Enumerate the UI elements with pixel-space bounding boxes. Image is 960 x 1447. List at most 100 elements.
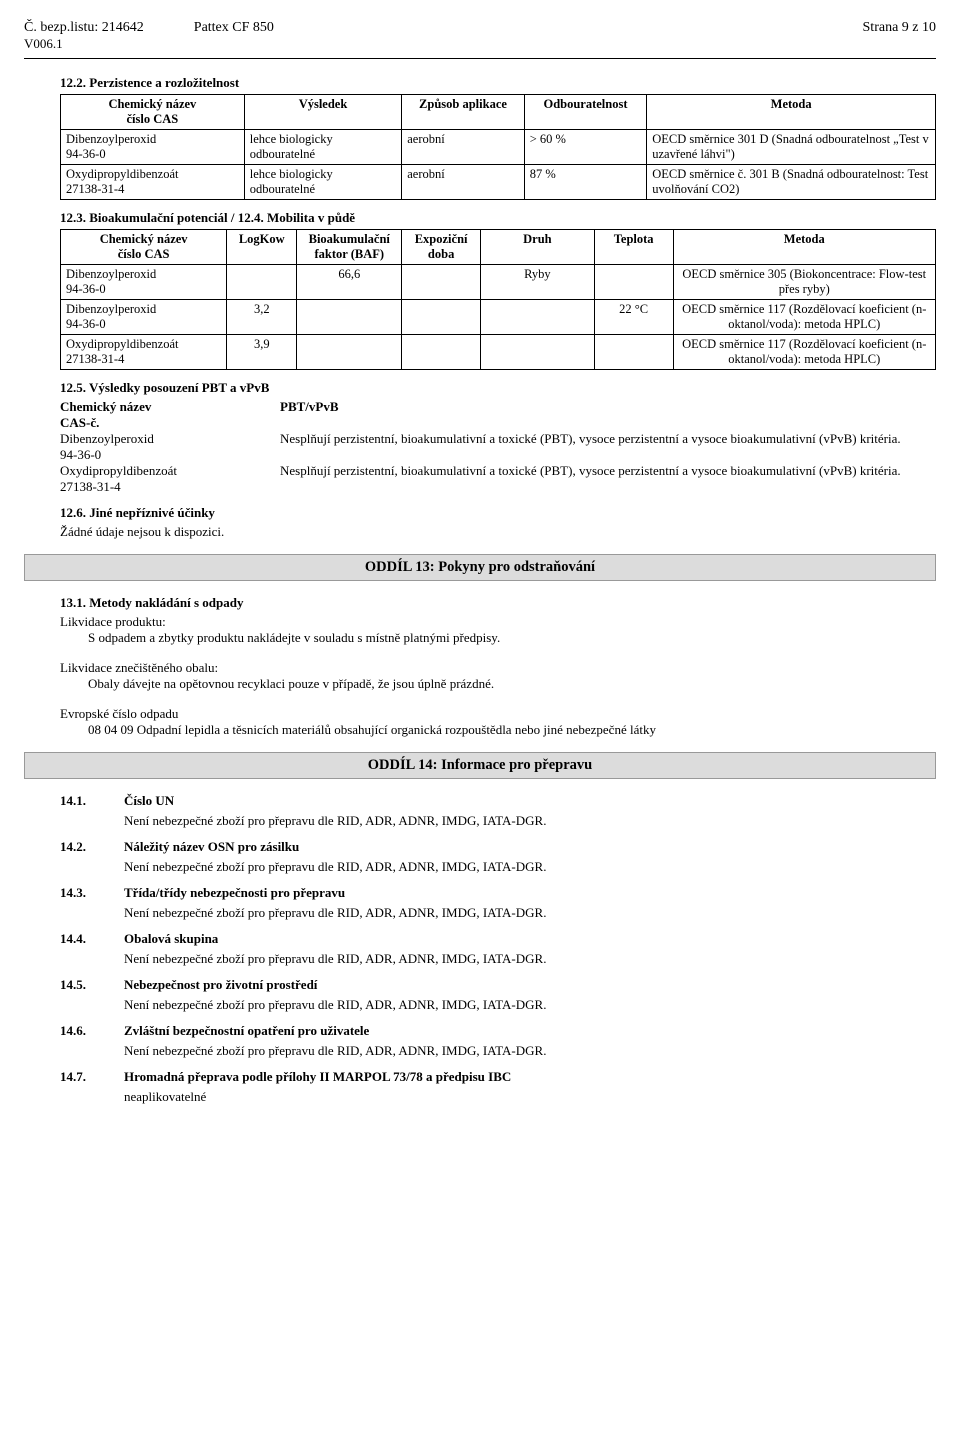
tx-body: Není nebezpečné zboží pro přepravu dle R… — [124, 951, 936, 967]
section-12-2-title: 12.2. Perzistence a rozložitelnost — [60, 75, 936, 91]
header-page: Strana 9 z 10 — [863, 20, 936, 36]
cell — [594, 335, 673, 370]
tx-num: 14.6. — [60, 1023, 124, 1039]
cell: OECD směrnice č. 301 B (Snadná odbourate… — [647, 165, 936, 200]
pbt-col1-header: Chemický název CAS-č. — [60, 399, 280, 431]
cell — [481, 335, 595, 370]
cell: Dibenzoylperoxid 94-36-0 — [61, 130, 245, 165]
header-left: Č. bezp.listu: 214642 — [24, 20, 144, 36]
col-header: Expoziční doba — [402, 230, 481, 265]
table-row: Chemický název číslo CAS Výsledek Způsob… — [61, 95, 936, 130]
cell — [481, 300, 595, 335]
col-header: Metoda — [673, 230, 936, 265]
col-header: Výsledek — [244, 95, 402, 130]
transport-items: 14.1.Číslo UN Není nebezpečné zboží pro … — [60, 793, 936, 1105]
cell: lehce biologicky odbouratelné — [244, 130, 402, 165]
waste-code-label: Evropské číslo odpadu — [60, 706, 936, 722]
table-row: Oxydipropyldibenzoát 27138-31-4 lehce bi… — [61, 165, 936, 200]
col-header: Chemický název číslo CAS — [61, 95, 245, 130]
pbt-name: Oxydipropyldibenzoát 27138-31-4 — [60, 463, 280, 495]
cell: > 60 % — [524, 130, 647, 165]
tx-label: Zvláštní bezpečnostní opatření pro uživa… — [124, 1023, 369, 1039]
section-13-bar: ODDÍL 13: Pokyny pro odstraňování — [24, 554, 936, 581]
cell: 87 % — [524, 165, 647, 200]
pbt-row: Oxydipropyldibenzoát 27138-31-4 Nesplňuj… — [60, 463, 936, 495]
disposal-packaging-label: Likvidace znečištěného obalu: — [60, 660, 936, 676]
tx-label: Číslo UN — [124, 793, 174, 809]
col-header: Druh — [481, 230, 595, 265]
tx-num: 14.7. — [60, 1069, 124, 1085]
col-header: LogKow — [227, 230, 297, 265]
tx-num: 14.3. — [60, 885, 124, 901]
cell: lehce biologicky odbouratelné — [244, 165, 402, 200]
cell: 3,2 — [227, 300, 297, 335]
cell: Oxydipropyldibenzoát 27138-31-4 — [61, 335, 227, 370]
doc-no-label: Č. bezp.listu: — [24, 20, 98, 35]
cell — [402, 300, 481, 335]
tx-label: Hromadná přeprava podle přílohy II MARPO… — [124, 1069, 511, 1085]
table-12-3: Chemický název číslo CAS LogKow Bioakumu… — [60, 229, 936, 370]
section-12-6-body: Žádné údaje nejsou k dispozici. — [60, 524, 936, 540]
cell: Oxydipropyldibenzoát 27138-31-4 — [61, 165, 245, 200]
cell: Dibenzoylperoxid 94-36-0 — [61, 300, 227, 335]
tx-num: 14.2. — [60, 839, 124, 855]
header-product: Pattex CF 850 — [144, 20, 863, 36]
tx-num: 14.4. — [60, 931, 124, 947]
tx-label: Třída/třídy nebezpečnosti pro přepravu — [124, 885, 345, 901]
cell: OECD směrnice 305 (Biokoncentrace: Flow-… — [673, 265, 936, 300]
cell: aerobní — [402, 165, 525, 200]
cell — [297, 300, 402, 335]
cell: aerobní — [402, 130, 525, 165]
table-12-2: Chemický název číslo CAS Výsledek Způsob… — [60, 94, 936, 200]
cell: OECD směrnice 117 (Rozdělovací koeficien… — [673, 335, 936, 370]
tx-num: 14.5. — [60, 977, 124, 993]
cell — [297, 335, 402, 370]
doc-no: 214642 — [102, 20, 144, 35]
col-header: Metoda — [647, 95, 936, 130]
disposal-product-body: S odpadem a zbytky produktu nakládejte v… — [88, 630, 936, 646]
col-header: Teplota — [594, 230, 673, 265]
cell — [594, 265, 673, 300]
waste-code-body: 08 04 09 Odpadní lepidla a těsnicích mat… — [88, 722, 936, 738]
disposal-packaging-body: Obaly dávejte na opětovnou recyklaci pou… — [88, 676, 936, 692]
cell: 22 °C — [594, 300, 673, 335]
cell: OECD směrnice 301 D (Snadná odbouratelno… — [647, 130, 936, 165]
pbt-col2-header: PBT/vPvB — [280, 399, 936, 431]
col-header: Bioakumulační faktor (BAF) — [297, 230, 402, 265]
section-12-5-title: 12.5. Výsledky posouzení PBT a vPvB — [60, 380, 936, 396]
cell — [227, 265, 297, 300]
tx-body: Není nebezpečné zboží pro přepravu dle R… — [124, 997, 936, 1013]
section-13-1-title: 13.1. Metody nakládání s odpady — [60, 595, 936, 611]
pbt-name: Dibenzoylperoxid 94-36-0 — [60, 431, 280, 463]
col-header: Způsob aplikace — [402, 95, 525, 130]
table-row: Dibenzoylperoxid 94-36-0 3,2 22 °C OECD … — [61, 300, 936, 335]
header-version: V006.1 — [24, 36, 936, 52]
cell — [402, 265, 481, 300]
table-row: Dibenzoylperoxid 94-36-0 lehce biologick… — [61, 130, 936, 165]
col-header: Chemický název číslo CAS — [61, 230, 227, 265]
section-12-3-title: 12.3. Bioakumulační potenciál / 12.4. Mo… — [60, 210, 936, 226]
header-separator — [24, 58, 936, 59]
tx-label: Náležitý název OSN pro zásilku — [124, 839, 299, 855]
cell: 3,9 — [227, 335, 297, 370]
table-row: Oxydipropyldibenzoát 27138-31-4 3,9 OECD… — [61, 335, 936, 370]
disposal-product-label: Likvidace produktu: — [60, 614, 936, 630]
cell: Dibenzoylperoxid 94-36-0 — [61, 265, 227, 300]
tx-body: Není nebezpečné zboží pro přepravu dle R… — [124, 859, 936, 875]
pbt-header-row: Chemický název CAS-č. PBT/vPvB — [60, 399, 936, 431]
tx-body: Není nebezpečné zboží pro přepravu dle R… — [124, 813, 936, 829]
page-header: Č. bezp.listu: 214642 Pattex CF 850 Stra… — [24, 20, 936, 36]
cell: Ryby — [481, 265, 595, 300]
tx-body: Není nebezpečné zboží pro přepravu dle R… — [124, 905, 936, 921]
section-12-6-title: 12.6. Jiné nepříznivé účinky — [60, 505, 936, 521]
pbt-row: Dibenzoylperoxid 94-36-0 Nesplňují perzi… — [60, 431, 936, 463]
col-header: Odbouratelnost — [524, 95, 647, 130]
table-row: Dibenzoylperoxid 94-36-0 66,6 Ryby OECD … — [61, 265, 936, 300]
cell: 66,6 — [297, 265, 402, 300]
pbt-value: Nesplňují perzistentní, bioakumulativní … — [280, 463, 936, 495]
cell: OECD směrnice 117 (Rozdělovací koeficien… — [673, 300, 936, 335]
tx-label: Nebezpečnost pro životní prostředí — [124, 977, 317, 993]
tx-num: 14.1. — [60, 793, 124, 809]
tx-body: neaplikovatelné — [124, 1089, 936, 1105]
tx-body: Není nebezpečné zboží pro přepravu dle R… — [124, 1043, 936, 1059]
